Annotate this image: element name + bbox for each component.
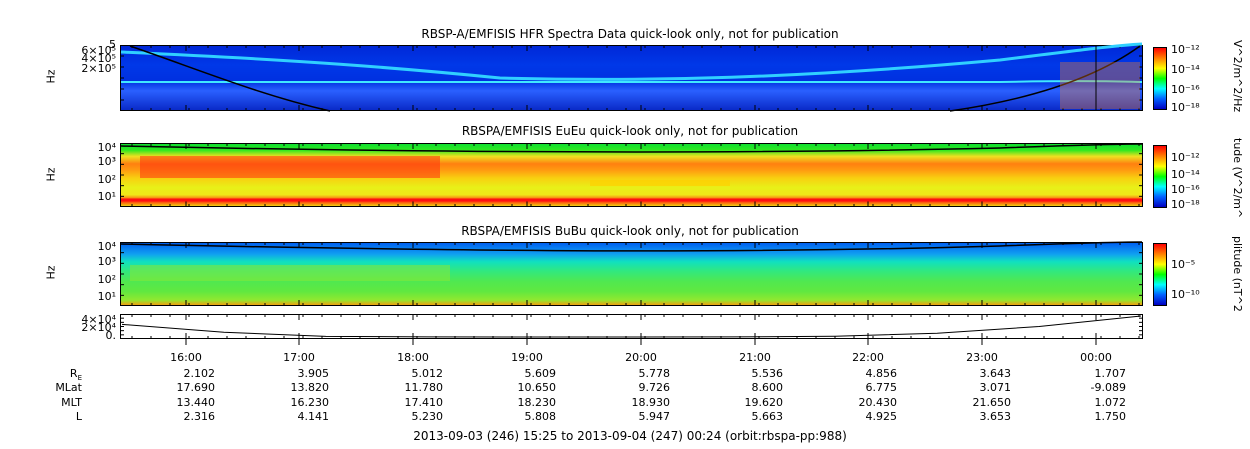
time-label: 20:00 bbox=[625, 351, 657, 364]
hfr-noise-region bbox=[1060, 62, 1140, 109]
bubu-black-curve bbox=[120, 241, 1143, 252]
bubu-bright-region bbox=[130, 265, 450, 281]
panel3-title: RBSPA/EMFISIS BuBu quick-look only, not … bbox=[461, 224, 799, 238]
hfr-black-curve-left bbox=[129, 45, 331, 112]
ephem-value: -9.089 bbox=[1090, 381, 1126, 394]
panel3-cbtick: 10⁻¹⁰ bbox=[1171, 288, 1200, 301]
ephem-value: 4.856 bbox=[865, 367, 898, 380]
line-series bbox=[121, 315, 1142, 338]
ephem-value: 5.808 bbox=[524, 410, 557, 423]
ephem-value: 5.536 bbox=[751, 367, 784, 380]
time-label: 16:00 bbox=[170, 351, 202, 364]
panel1-cbtick: 10⁻¹⁸ bbox=[1171, 101, 1200, 114]
ephem-label-mlt: MLT bbox=[61, 396, 82, 409]
ephem-value: 1.072 bbox=[1094, 396, 1127, 409]
hfr-black-curve-right bbox=[949, 45, 1141, 112]
ephem-value: 18.230 bbox=[517, 396, 557, 409]
ephem-value: 16.230 bbox=[290, 396, 330, 409]
ephem-label-l: L bbox=[75, 410, 82, 423]
ephem-value: 18.930 bbox=[631, 396, 671, 409]
ephem-value: 8.600 bbox=[751, 381, 784, 394]
ephem-value: 9.726 bbox=[638, 381, 671, 394]
ephem-value: 4.925 bbox=[865, 410, 898, 423]
ephem-value: 5.778 bbox=[638, 367, 671, 380]
ephem-value: 20.430 bbox=[858, 396, 898, 409]
panel2-cbtick: 10⁻¹⁸ bbox=[1171, 198, 1200, 211]
ephem-label-re: RE bbox=[22, 367, 82, 382]
panel1-ytick: 5 bbox=[109, 38, 116, 51]
time-label: 17:00 bbox=[283, 351, 315, 364]
time-label: 19:00 bbox=[511, 351, 543, 364]
panel2-ytick: 10¹ bbox=[97, 190, 116, 203]
panel4-ytick: 2×10⁴ bbox=[81, 321, 116, 334]
panel1-ytick: 2×10⁵ bbox=[81, 62, 116, 75]
panel2-ytick: 10² bbox=[97, 173, 116, 186]
ephem-value: 2.316 bbox=[183, 410, 216, 423]
ephem-value: 5.947 bbox=[638, 410, 671, 423]
ephem-value: 13.440 bbox=[176, 396, 216, 409]
eueu-band bbox=[590, 180, 730, 186]
panel2-cbtick: 10⁻¹⁶ bbox=[1171, 183, 1200, 196]
ephem-value: 13.820 bbox=[290, 381, 330, 394]
ephem-label-re-sub: E bbox=[77, 374, 82, 383]
ephem-value: 3.071 bbox=[979, 381, 1012, 394]
panel1-ytick: 4×10⁵ bbox=[81, 52, 116, 65]
ephem-value: 5.609 bbox=[524, 367, 557, 380]
panel1-ytick: 6×10⁵ bbox=[81, 44, 116, 57]
time-label: 22:00 bbox=[852, 351, 884, 364]
panel3-cbtick: 10⁻⁵ bbox=[1171, 258, 1196, 271]
ephem-value: 1.750 bbox=[1094, 410, 1127, 423]
panel2-title: RBSPA/EMFISIS EuEu quick-look only, not … bbox=[461, 124, 799, 138]
ephem-value: 5.663 bbox=[751, 410, 784, 423]
ephem-value: 2.102 bbox=[183, 367, 216, 380]
panel2-cbtick: 10⁻¹⁴ bbox=[1171, 168, 1200, 181]
time-label: 00:00 bbox=[1080, 351, 1112, 364]
panel3-ytick: 10² bbox=[97, 273, 116, 286]
ephem-value: 3.905 bbox=[297, 367, 330, 380]
panel2-ytick: 10⁴ bbox=[97, 141, 116, 154]
panel2-ytick: 10³ bbox=[97, 155, 116, 168]
ephem-value: 3.653 bbox=[979, 410, 1012, 423]
time-label: 23:00 bbox=[966, 351, 998, 364]
panel3-ytick: 10¹ bbox=[97, 290, 116, 303]
ephem-value: 6.775 bbox=[865, 381, 898, 394]
ephem-value: 1.707 bbox=[1094, 367, 1127, 380]
panel1-cbtick: 10⁻¹² bbox=[1171, 43, 1200, 56]
eueu-intense-region bbox=[140, 156, 440, 178]
ephem-value: 5.230 bbox=[411, 410, 444, 423]
panel1-colorbar bbox=[1153, 47, 1167, 110]
panel4-ytick: 4×10⁴ bbox=[81, 313, 116, 326]
ephem-label-mlat: MLat bbox=[55, 381, 82, 394]
ephem-value: 4.141 bbox=[297, 410, 330, 423]
ephem-value: 19.620 bbox=[744, 396, 784, 409]
panel2-cbtick: 10⁻¹² bbox=[1171, 151, 1200, 164]
panel3-colorbar bbox=[1153, 243, 1167, 306]
footer-range: 2013-09-03 (246) 15:25 to 2013-09-04 (24… bbox=[413, 429, 847, 443]
ephem-value: 17.410 bbox=[404, 396, 444, 409]
hfr-upper-hybrid-line bbox=[120, 42, 1143, 81]
ephem-value: 5.012 bbox=[411, 367, 444, 380]
ephem-value: 11.780 bbox=[404, 381, 444, 394]
eueu-black-curve bbox=[120, 143, 1143, 153]
time-label: 18:00 bbox=[397, 351, 429, 364]
ephem-value: 21.650 bbox=[972, 396, 1012, 409]
panel1-cbtick: 10⁻¹⁶ bbox=[1171, 83, 1200, 96]
panel3-ytick: 10⁴ bbox=[97, 240, 116, 253]
panel2-colorbar bbox=[1153, 145, 1167, 208]
time-label: 21:00 bbox=[739, 351, 771, 364]
panel4-ytick: 0. bbox=[105, 329, 117, 342]
ephem-value: 17.690 bbox=[176, 381, 216, 394]
panel1-title: RBSP-A/EMFISIS HFR Spectra Data quick-lo… bbox=[421, 27, 839, 41]
hfr-band-line bbox=[120, 80, 1143, 85]
ephem-value: 10.650 bbox=[517, 381, 557, 394]
ephem-label-re-main: R bbox=[69, 367, 78, 380]
panel3-ytick: 10³ bbox=[97, 255, 116, 268]
panel1-cbtick: 10⁻¹⁴ bbox=[1171, 63, 1200, 76]
ephem-value: 3.643 bbox=[979, 367, 1012, 380]
